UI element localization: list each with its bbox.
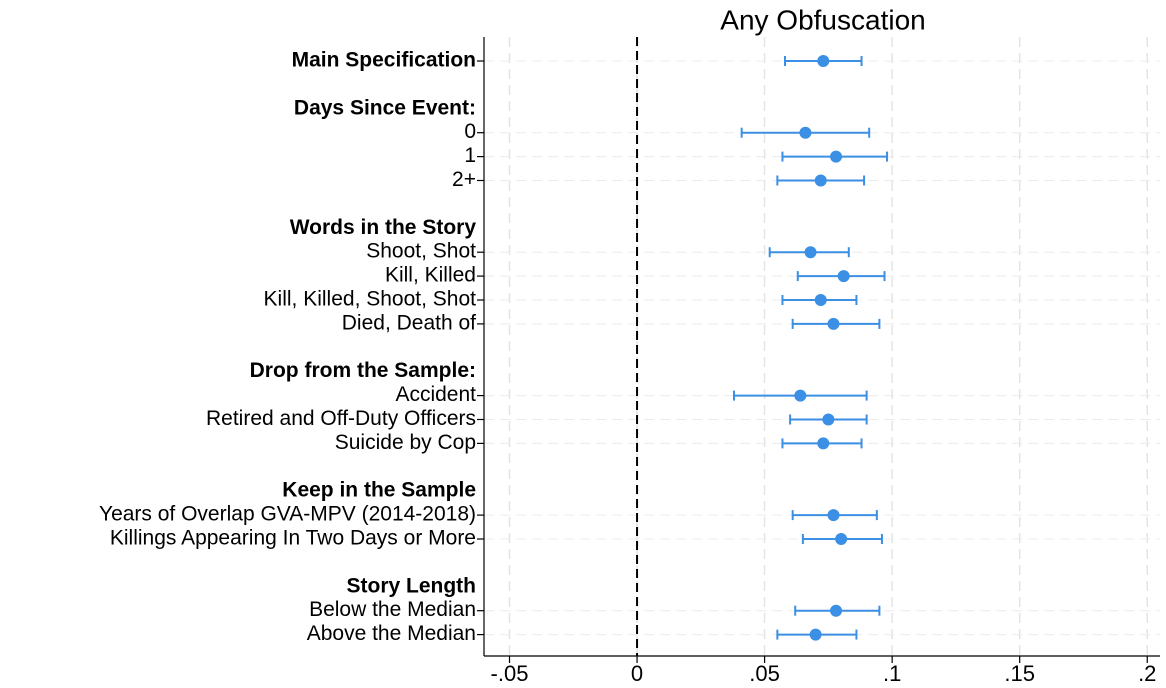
x-tick-label: -.05 bbox=[491, 661, 529, 686]
row-label: Below the Median bbox=[309, 598, 476, 621]
row-label: Above the Median bbox=[307, 622, 476, 645]
row-label: Retired and Off-Duty Officers bbox=[206, 407, 476, 430]
point bbox=[827, 509, 840, 522]
group-label: Story Length bbox=[347, 574, 477, 597]
x-tick-label: .15 bbox=[1004, 661, 1035, 686]
point bbox=[830, 604, 843, 617]
point bbox=[799, 126, 812, 139]
point bbox=[814, 174, 827, 187]
row-label: 0 bbox=[464, 120, 476, 143]
row-label: Suicide by Cop bbox=[335, 431, 476, 454]
row-label: Killings Appearing In Two Days or More bbox=[110, 527, 476, 550]
row-label: 1 bbox=[464, 144, 476, 167]
row-label: Shoot, Shot bbox=[366, 240, 476, 263]
group-label: Keep in the Sample bbox=[282, 479, 476, 502]
row-label: Died, Death of bbox=[342, 311, 476, 334]
point bbox=[822, 413, 835, 426]
point bbox=[809, 628, 822, 641]
x-tick-label: .2 bbox=[1138, 661, 1156, 686]
x-tick-label: 0 bbox=[631, 661, 643, 686]
point bbox=[794, 389, 807, 402]
point bbox=[814, 294, 827, 306]
row-label: 2+ bbox=[452, 168, 476, 191]
point bbox=[817, 55, 830, 67]
row-label: Years of Overlap GVA-MPV (2014-2018) bbox=[99, 503, 476, 526]
row-label: Kill, Killed, Shoot, Shot bbox=[264, 288, 477, 311]
point bbox=[830, 150, 843, 163]
row-label: Kill, Killed bbox=[385, 264, 476, 287]
point bbox=[817, 437, 830, 450]
group-label: Days Since Event: bbox=[294, 96, 476, 119]
x-tick-label: .1 bbox=[883, 661, 901, 686]
group-label: Main Specification bbox=[292, 49, 476, 72]
chart-title: Any Obfuscation bbox=[720, 4, 925, 35]
point bbox=[804, 246, 817, 259]
x-tick-label: .05 bbox=[749, 661, 780, 686]
point bbox=[837, 270, 850, 283]
group-label: Drop from the Sample: bbox=[250, 359, 476, 382]
row-label: Accident bbox=[395, 383, 476, 406]
group-label: Words in the Story bbox=[290, 216, 477, 239]
point bbox=[835, 533, 848, 545]
point bbox=[827, 317, 840, 330]
